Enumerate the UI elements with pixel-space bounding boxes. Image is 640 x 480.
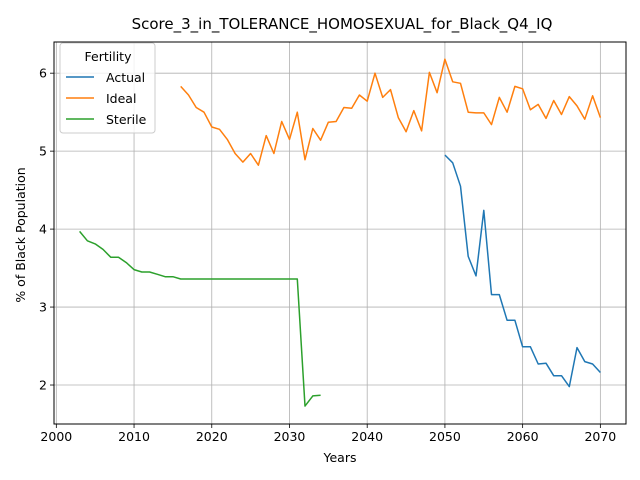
x-axis-label: Years [323,450,357,465]
x-tick-label: 2040 [351,429,383,444]
legend-entry-ideal: Ideal [106,91,136,106]
grid-lines [54,42,626,424]
plot-frame [53,41,627,425]
y-axis-label: % of Black Population [13,167,28,302]
y-tick-label: 4 [39,222,47,237]
x-tick-label: 2000 [40,429,72,444]
x-tick-label: 2020 [196,429,228,444]
series-layer [79,58,602,407]
series-line-sterile [79,230,321,407]
legend-title: Fertility [85,49,133,64]
x-tick-label: 2010 [118,429,150,444]
x-tick-label: 2050 [429,429,461,444]
x-tick-label: 2030 [274,429,306,444]
y-tick-label: 5 [39,144,47,159]
y-tick-label: 3 [39,300,47,315]
y-axis: 2 3 4 5 6 [39,66,54,393]
x-axis: 2000 2010 2020 2030 2040 2050 2060 2070 [40,424,616,444]
chart-title: Score_3_in_TOLERANCE_HOMOSEXUAL_for_Blac… [132,15,553,34]
legend-entry-actual: Actual [106,70,145,85]
y-tick-label: 2 [39,378,47,393]
legend-entry-sterile: Sterile [106,112,147,127]
x-tick-label: 2060 [507,429,539,444]
y-tick-label: 6 [39,66,47,81]
series-line-ideal [180,58,602,166]
series-line-actual [444,154,601,388]
legend-box [59,42,156,134]
x-tick-label: 2070 [584,429,616,444]
legend: Fertility Actual Ideal Sterile [59,42,156,134]
